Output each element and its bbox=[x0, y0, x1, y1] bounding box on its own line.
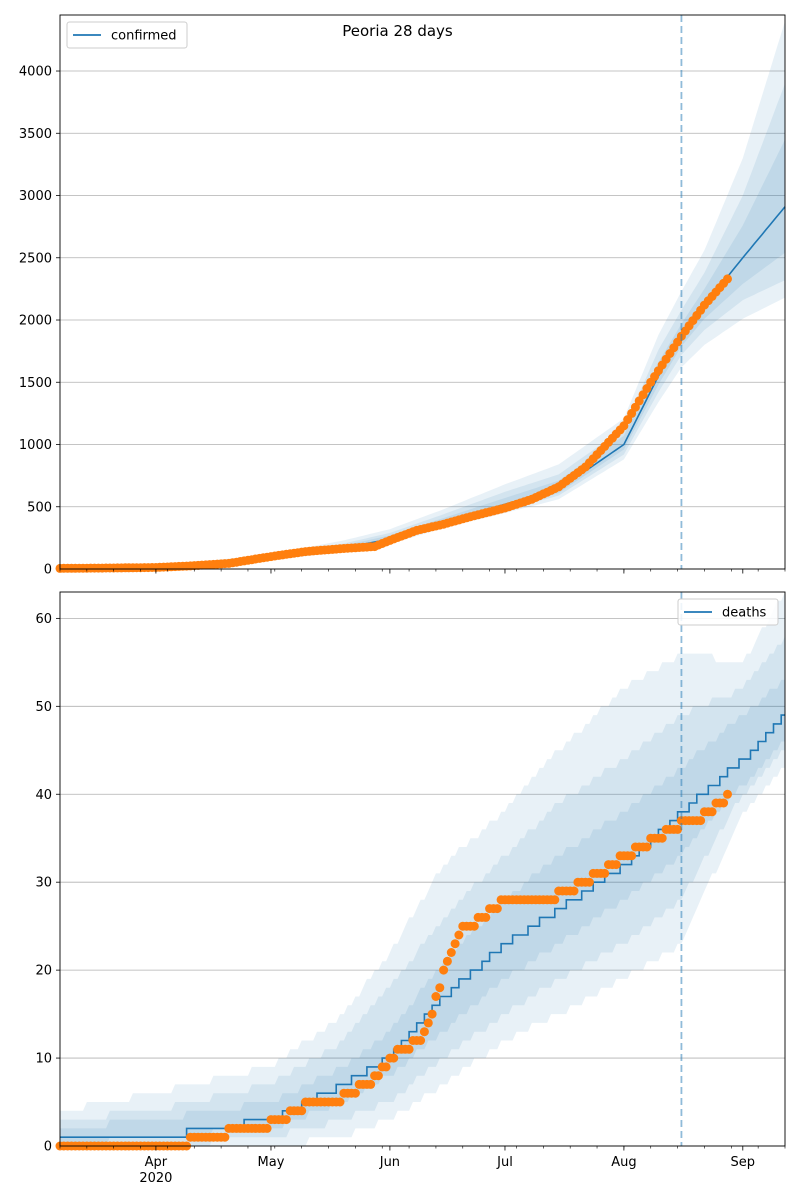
y-tick-label: 3500 bbox=[19, 127, 52, 142]
legend-label: deaths bbox=[722, 606, 767, 621]
observed-point bbox=[335, 1097, 345, 1107]
model-line bbox=[60, 206, 786, 570]
legend: confirmed bbox=[66, 21, 188, 49]
observed-point bbox=[373, 1071, 383, 1081]
observed-point bbox=[350, 1088, 360, 1098]
y-tick-label: 2000 bbox=[19, 314, 52, 329]
observed-point bbox=[584, 877, 594, 887]
confirmed-panel: 0 500 1000 1500 2000 2500 3000 3500 4000 Peoria 2… bbox=[19, 14, 786, 578]
observed-point bbox=[366, 1079, 376, 1089]
chart-title: Peoria 28 days bbox=[342, 22, 453, 40]
y-tick-label: 4000 bbox=[19, 65, 52, 80]
model-line bbox=[60, 714, 785, 1138]
observed-point bbox=[281, 1115, 291, 1125]
y-tick-label: 0 bbox=[44, 1140, 52, 1155]
observed-point bbox=[492, 904, 502, 914]
x-tick-label: Apr bbox=[145, 1155, 168, 1170]
observed-point bbox=[627, 851, 637, 861]
observed-point bbox=[446, 948, 456, 957]
confidence-band bbox=[60, 83, 785, 569]
observed-point bbox=[427, 1009, 437, 1019]
x-tick-label: Jun bbox=[379, 1155, 400, 1170]
plot-frame bbox=[59, 591, 786, 1147]
y-tick-label: 40 bbox=[35, 788, 52, 803]
observed-point bbox=[439, 965, 449, 975]
observed-point bbox=[719, 798, 729, 808]
observed-point bbox=[550, 895, 560, 905]
y-tick-label: 1500 bbox=[19, 376, 52, 391]
legend: deaths bbox=[677, 598, 779, 626]
confidence-band bbox=[60, 592, 785, 1146]
plot-frame bbox=[59, 14, 786, 570]
observed-point bbox=[404, 1044, 414, 1054]
observed-point bbox=[454, 930, 464, 940]
observed-point bbox=[696, 816, 706, 826]
y-tick-label: 10 bbox=[35, 1052, 52, 1067]
observed-point bbox=[297, 1106, 307, 1116]
y-tick-label: 1000 bbox=[19, 438, 52, 453]
legend-label: confirmed bbox=[111, 29, 177, 44]
observed-point bbox=[611, 860, 621, 870]
y-tick-label: 30 bbox=[35, 876, 52, 891]
observed-point bbox=[723, 789, 732, 799]
observed-point bbox=[569, 886, 579, 896]
observed-point bbox=[431, 992, 441, 1001]
x-tick-label: Aug bbox=[611, 1155, 636, 1170]
observed-point bbox=[419, 1027, 429, 1037]
y-tick-label: 3000 bbox=[19, 189, 52, 204]
observed-point bbox=[435, 983, 445, 993]
x-tick-label: Jul bbox=[496, 1155, 513, 1170]
observed-point bbox=[389, 1053, 399, 1063]
x-tick-sublabel: 2020 bbox=[139, 1171, 172, 1186]
x-tick-label: May bbox=[258, 1155, 285, 1170]
observed-point bbox=[442, 956, 452, 966]
observed-point bbox=[657, 833, 667, 843]
observed-point bbox=[469, 921, 479, 931]
observed-point bbox=[381, 1062, 391, 1072]
y-tick-label: 0 bbox=[44, 563, 52, 578]
legend-box bbox=[677, 598, 779, 626]
observed-point bbox=[642, 842, 652, 852]
observed-point bbox=[600, 868, 610, 878]
observed-point bbox=[481, 912, 491, 922]
y-tick-label: 20 bbox=[35, 964, 52, 979]
y-tick-label: 50 bbox=[35, 700, 52, 715]
x-tick-label: Sep bbox=[731, 1155, 756, 1170]
observed-point bbox=[450, 939, 460, 949]
confidence-band bbox=[60, 139, 785, 569]
legend-box bbox=[66, 21, 188, 49]
y-tick-label: 60 bbox=[35, 612, 52, 627]
y-tick-label: 500 bbox=[27, 500, 52, 515]
observed-point bbox=[423, 1018, 433, 1028]
observed-point bbox=[262, 1123, 272, 1133]
y-tick-label: 2500 bbox=[19, 251, 52, 266]
observed-point bbox=[220, 1132, 230, 1142]
observed-point bbox=[416, 1036, 426, 1045]
observed-point bbox=[673, 824, 683, 834]
observed-point bbox=[707, 807, 717, 817]
observed-point bbox=[723, 274, 732, 284]
confidence-band bbox=[60, 21, 785, 569]
